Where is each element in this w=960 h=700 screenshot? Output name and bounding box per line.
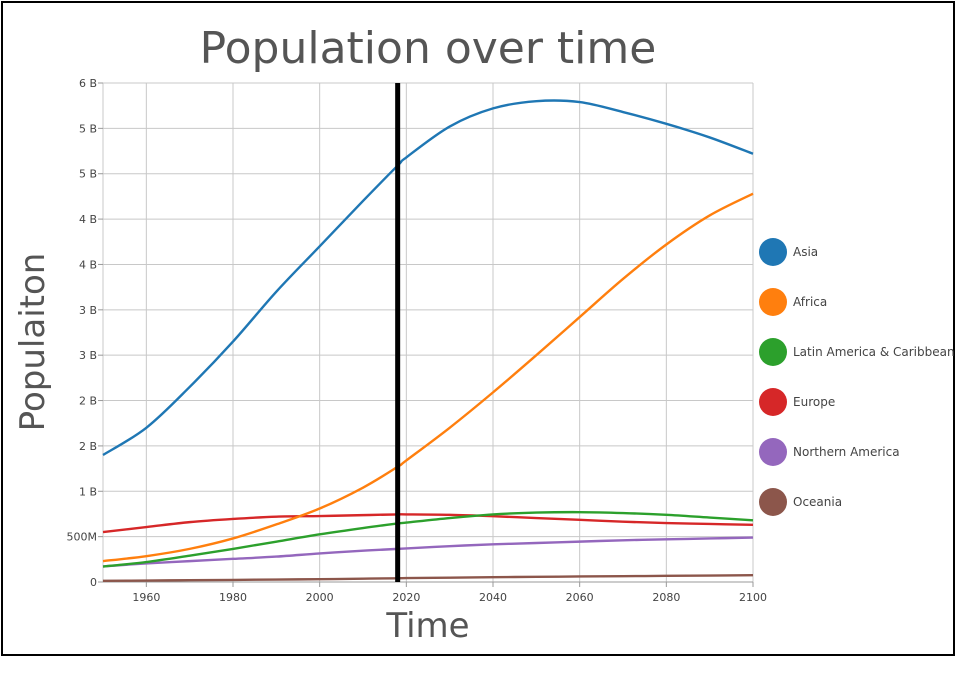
legend-label: Africa xyxy=(793,295,827,309)
legend-swatch xyxy=(759,488,787,516)
x-tick-label: 1960 xyxy=(132,591,160,604)
legend-label: Europe xyxy=(793,395,835,409)
legend-item-asia[interactable]: Asia xyxy=(759,238,818,266)
y-tick-label: 5 B xyxy=(79,122,97,135)
x-tick-label: 2000 xyxy=(306,591,334,604)
legend-swatch xyxy=(759,238,787,266)
x-tick-label: 1980 xyxy=(219,591,247,604)
chart-frame xyxy=(1,1,955,656)
series-line-latin-america-caribbean[interactable] xyxy=(102,510,754,568)
series-line-asia[interactable] xyxy=(102,99,754,456)
legend-item-oceania[interactable]: Oceania xyxy=(759,488,842,516)
legend-label: Oceania xyxy=(793,495,842,509)
y-tick-label: 3 B xyxy=(79,304,97,317)
y-axis-ticks: 0 500M 1 B 2 B 2 B 3 B 3 B 4 B 4 B 5 B 5 B 6 B xyxy=(67,77,103,589)
y-tick-label: 2 B xyxy=(79,440,97,453)
legend-swatch xyxy=(759,388,787,416)
legend-item-latin-america-caribbean[interactable]: Latin America & Caribbean xyxy=(759,338,955,366)
legend-label: Latin America & Caribbean xyxy=(793,345,955,359)
y-tick-label: 4 B xyxy=(79,213,97,226)
y-tick-label: 1 B xyxy=(79,485,97,498)
grid xyxy=(102,82,754,583)
series-line-oceania[interactable] xyxy=(102,574,754,583)
y-tick-label: 0 xyxy=(90,576,97,589)
legend[interactable]: Asia Africa Latin America & Caribbean Europ… xyxy=(759,238,955,516)
x-tick-label: 2080 xyxy=(652,591,680,604)
legend-item-northern-america[interactable]: Northern America xyxy=(759,438,900,466)
y-axis-title: Populaiton xyxy=(13,253,53,432)
legend-item-europe[interactable]: Europe xyxy=(759,388,835,416)
legend-label: Northern America xyxy=(793,445,900,459)
x-tick-label: 2040 xyxy=(479,591,507,604)
x-tick-label: 2060 xyxy=(566,591,594,604)
y-tick-label: 4 B xyxy=(79,258,97,271)
y-tick-label: 5 B xyxy=(79,168,97,181)
series-lines xyxy=(102,99,754,583)
series-line-europe[interactable] xyxy=(102,513,754,534)
legend-label: Asia xyxy=(793,245,818,259)
y-tick-label: 500M xyxy=(67,531,98,544)
x-tick-label: 2100 xyxy=(739,591,767,604)
y-tick-label: 2 B xyxy=(79,395,97,408)
x-tick-label: 2020 xyxy=(392,591,420,604)
chart-title: Population over time xyxy=(200,23,657,74)
series-line-northern-america[interactable] xyxy=(102,536,754,568)
x-axis-title: Time xyxy=(385,606,469,646)
legend-item-africa[interactable]: Africa xyxy=(759,288,827,316)
y-tick-label: 3 B xyxy=(79,349,97,362)
legend-swatch xyxy=(759,338,787,366)
legend-swatch xyxy=(759,288,787,316)
legend-swatch xyxy=(759,438,787,466)
y-tick-label: 6 B xyxy=(79,77,97,90)
x-axis-ticks: 1960 1980 2000 2020 2040 2060 2080 2100 xyxy=(103,581,767,604)
series-line-africa[interactable] xyxy=(102,192,754,563)
